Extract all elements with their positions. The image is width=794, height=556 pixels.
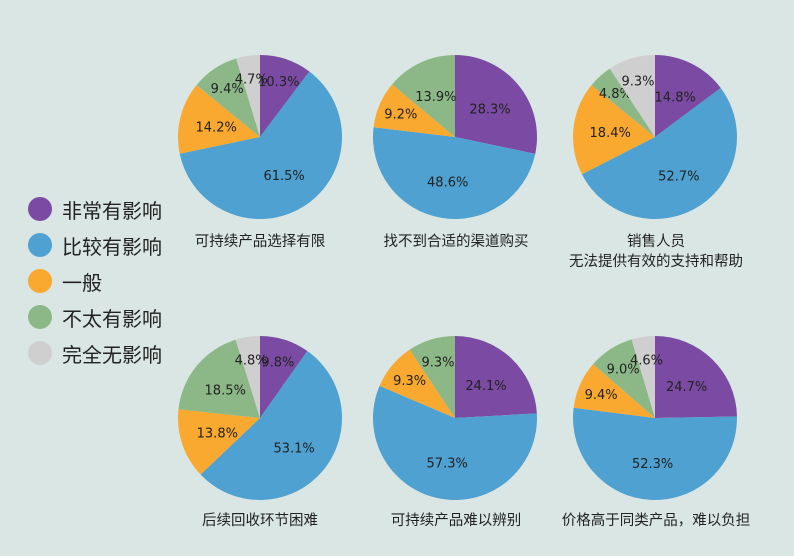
legend-swatch-icon <box>28 305 52 329</box>
data-label: 13.9% <box>415 90 456 105</box>
chart-title: 销售人员 无法提供有效的支持和帮助 <box>569 234 743 270</box>
legend-label: 一般 <box>62 270 102 295</box>
pie-chart: 14.8% 52.7% 18.4% 4.8%9.3% <box>573 55 737 219</box>
legend-item-no-impact: 完全无影响 <box>28 340 162 367</box>
data-label: 18.4% <box>590 126 631 141</box>
data-label: 10.3% <box>258 75 299 90</box>
data-label: 24.1% <box>465 379 506 394</box>
data-label: 4.8% <box>599 87 632 102</box>
pie-slice <box>609 55 655 137</box>
pie-slice <box>178 409 260 475</box>
data-label: 61.5% <box>263 169 304 184</box>
data-label: 9.4% <box>211 82 244 97</box>
pie-chart: 24.7% 52.3% 9.4% 9.0%4.6% <box>573 336 738 500</box>
data-label: 28.3% <box>469 103 510 118</box>
data-label: 18.5% <box>205 383 246 398</box>
pie-slice <box>581 87 737 219</box>
chart-title: 可持续产品选择有限 <box>194 234 326 250</box>
legend-swatch-icon <box>28 341 52 365</box>
legend-swatch-icon <box>28 269 52 293</box>
data-label: 9.8% <box>261 356 294 371</box>
legend: 非常有影响 比较有影响 一般 不太有影响 完全无影响 <box>28 196 162 367</box>
chart-title: 后续回收环节困难 <box>202 513 318 529</box>
pie-slice <box>409 336 455 418</box>
data-label: 4.6% <box>630 354 663 369</box>
pie-slice <box>196 58 260 137</box>
pie-slice <box>200 351 342 500</box>
pie-slice <box>236 55 260 137</box>
pie-slice <box>593 339 655 418</box>
legend-label: 比较有影响 <box>62 234 162 259</box>
data-label: 4.7% <box>235 73 268 88</box>
data-label: 14.2% <box>196 120 237 135</box>
pie-slice <box>179 71 343 220</box>
pie-slice <box>178 85 260 154</box>
data-label: 53.1% <box>273 442 314 457</box>
data-label: 9.2% <box>384 108 417 123</box>
data-label: 14.8% <box>655 91 696 106</box>
data-label: 52.3% <box>632 457 673 472</box>
pie-slice <box>455 55 537 154</box>
legend-item-slightly-impactful: 不太有影响 <box>28 304 162 331</box>
pie-slice <box>655 336 737 418</box>
pie-slice <box>655 55 721 137</box>
data-label: 9.4% <box>585 388 618 403</box>
legend-label: 非常有影响 <box>62 198 162 223</box>
data-label: 9.3% <box>621 75 654 90</box>
data-label: 9.0% <box>607 362 640 377</box>
pie-slice <box>260 336 308 418</box>
pie-slice <box>573 364 655 418</box>
data-label: 52.7% <box>658 169 699 184</box>
pie-slice <box>591 68 655 137</box>
pie-slice <box>631 336 655 418</box>
pie-slice <box>373 84 455 137</box>
data-label: 13.8% <box>197 427 238 442</box>
pie-slice <box>573 85 655 175</box>
legend-item-neutral: 一般 <box>28 268 162 295</box>
chart-title: 找不到合适的渠道购买 <box>383 234 529 250</box>
pie-chart: 10.3% 61.5% 14.2% 9.4%4.7% <box>178 55 343 220</box>
pie-slice <box>379 349 455 418</box>
data-label: 4.8% <box>235 354 268 369</box>
pie-chart: 9.8% 53.1% 13.8% 18.5% 4.8% <box>178 336 342 500</box>
data-label: 9.3% <box>421 356 454 371</box>
data-label: 57.3% <box>427 456 468 471</box>
chart-title: 可持续产品难以辨别 <box>390 513 522 529</box>
legend-swatch-icon <box>28 233 52 257</box>
data-label: 48.6% <box>427 176 468 191</box>
pie-slice <box>178 339 260 418</box>
legend-swatch-icon <box>28 197 52 221</box>
pie-slice <box>392 55 455 137</box>
pie-slice <box>235 336 260 418</box>
pie-slice <box>373 385 538 500</box>
pie-slice <box>455 336 537 418</box>
chart-title: 价格高于同类产品，难以负担 <box>561 513 751 529</box>
pie-slice <box>573 407 738 500</box>
pie-slice <box>372 127 536 220</box>
legend-label: 不太有影响 <box>62 306 162 331</box>
legend-label: 完全无影响 <box>62 342 162 367</box>
legend-item-fairly-impactful: 比较有影响 <box>28 232 162 259</box>
pie-chart: 24.1% 57.3% 9.3% 9.3% <box>373 336 538 500</box>
legend-item-very-impactful: 非常有影响 <box>28 196 162 223</box>
data-label: 24.7% <box>666 380 707 395</box>
pie-slice <box>260 55 310 137</box>
data-label: 9.3% <box>393 374 426 389</box>
pie-chart: 28.3% 48.6% 9.2% 13.9% <box>372 55 537 220</box>
